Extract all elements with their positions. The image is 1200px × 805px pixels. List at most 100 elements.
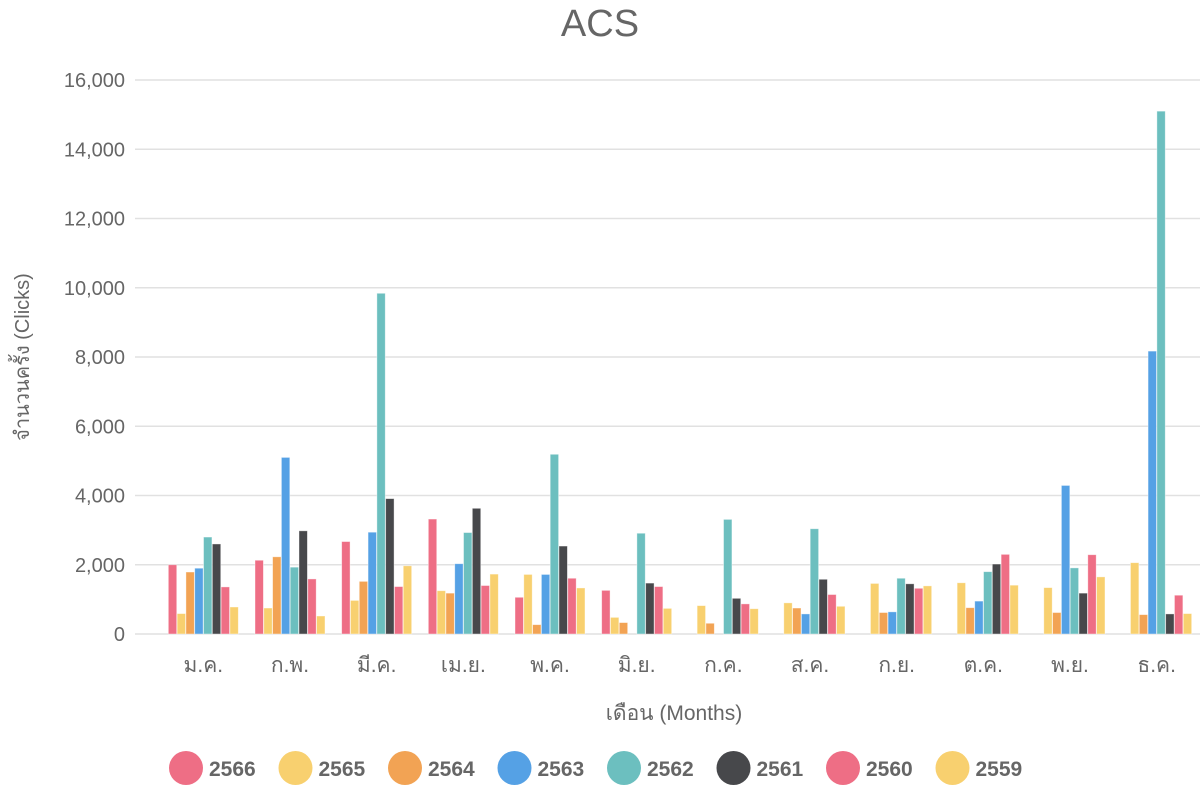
bar-2564-3[interactable]: [445, 592, 455, 635]
bar-2560-7[interactable]: [827, 594, 837, 635]
bar-2564-6[interactable]: [705, 622, 715, 635]
bar-2565-3[interactable]: [436, 590, 446, 635]
bar-2564-7[interactable]: [792, 607, 802, 635]
bar-2561-9[interactable]: [991, 563, 1002, 635]
bar-2562-5[interactable]: [636, 532, 646, 635]
bar-2564-10[interactable]: [1052, 612, 1062, 635]
legend-item-2560[interactable]: 2560: [826, 751, 913, 785]
bar-2559-11[interactable]: [1182, 613, 1193, 635]
bar-2564-4[interactable]: [532, 624, 542, 635]
bar-2562-1[interactable]: [289, 566, 300, 635]
bar-2562-10[interactable]: [1069, 567, 1079, 635]
bar-2559-1[interactable]: [316, 615, 326, 635]
y-tick-label: 16,000: [64, 70, 125, 92]
bar-2562-7[interactable]: [809, 528, 820, 635]
bar-2565-8[interactable]: [870, 583, 880, 635]
bar-2563-11[interactable]: [1147, 350, 1157, 635]
bar-2560-4[interactable]: [567, 577, 577, 635]
bar-2560-3[interactable]: [480, 585, 490, 635]
bar-2563-9[interactable]: [974, 600, 984, 635]
bar-2560-9[interactable]: [1000, 553, 1010, 635]
bar-2562-11[interactable]: [1156, 110, 1166, 635]
bar-2561-7[interactable]: [818, 578, 828, 635]
bar-2560-1[interactable]: [307, 578, 317, 635]
bar-2561-6[interactable]: [731, 597, 742, 635]
bar-2562-0[interactable]: [203, 536, 213, 635]
bar-2566-4[interactable]: [514, 596, 524, 635]
bar-2564-9[interactable]: [965, 607, 975, 635]
bar-2564-11[interactable]: [1138, 614, 1149, 635]
bar-2559-8[interactable]: [922, 585, 933, 635]
bar-2565-1[interactable]: [263, 607, 273, 635]
legend-swatch: [607, 751, 641, 785]
bar-2563-0[interactable]: [194, 567, 204, 635]
bar-2565-2[interactable]: [350, 600, 360, 635]
bar-2562-6[interactable]: [723, 518, 733, 635]
bar-2559-0[interactable]: [229, 606, 239, 635]
bar-2559-2[interactable]: [402, 565, 413, 635]
legend-item-2565[interactable]: 2565: [278, 751, 366, 785]
bar-2559-5[interactable]: [662, 607, 673, 635]
bar-2562-8[interactable]: [896, 577, 906, 635]
bar-2561-1[interactable]: [298, 530, 308, 635]
bars: [167, 110, 1193, 635]
bar-2561-11[interactable]: [1165, 613, 1175, 635]
bar-2566-2[interactable]: [341, 541, 351, 635]
bar-2563-4[interactable]: [541, 574, 551, 635]
bar-2564-1[interactable]: [272, 556, 282, 635]
bar-2562-3[interactable]: [463, 532, 473, 635]
bar-2565-9[interactable]: [956, 582, 966, 635]
bar-2561-2[interactable]: [385, 498, 395, 635]
bar-2560-5[interactable]: [654, 586, 664, 635]
legend-item-2564[interactable]: 2564: [388, 751, 475, 785]
bar-2560-2[interactable]: [394, 586, 404, 635]
bar-2560-0[interactable]: [220, 586, 230, 635]
legend-item-2562[interactable]: 2562: [607, 751, 694, 785]
bar-2560-6[interactable]: [740, 603, 750, 635]
bar-2566-0[interactable]: [167, 564, 178, 635]
bar-2565-4[interactable]: [523, 574, 533, 635]
bar-2565-11[interactable]: [1130, 562, 1140, 635]
bar-2566-3[interactable]: [427, 518, 438, 635]
bar-2561-4[interactable]: [558, 545, 568, 635]
bar-2564-8[interactable]: [878, 612, 889, 635]
legend-item-2559[interactable]: 2559: [935, 751, 1023, 785]
bar-2564-2[interactable]: [358, 580, 369, 635]
bar-2559-6[interactable]: [749, 608, 759, 635]
bar-2566-5[interactable]: [601, 589, 611, 635]
bar-2563-7[interactable]: [801, 613, 811, 635]
bar-2561-10[interactable]: [1078, 592, 1088, 635]
bar-2559-9[interactable]: [1009, 584, 1019, 635]
legend-item-2566[interactable]: 2566: [169, 751, 256, 785]
bar-2562-9[interactable]: [983, 571, 993, 635]
legend-item-2563[interactable]: 2563: [497, 751, 585, 785]
bar-2559-4[interactable]: [576, 587, 586, 635]
bar-2561-3[interactable]: [471, 507, 482, 635]
bar-2563-3[interactable]: [454, 563, 464, 635]
bar-2559-7[interactable]: [836, 605, 846, 635]
bar-2560-8[interactable]: [914, 587, 924, 635]
bar-2566-1[interactable]: [254, 559, 264, 635]
bar-2563-8[interactable]: [887, 611, 897, 635]
bar-2565-0[interactable]: [176, 613, 186, 635]
bar-2562-2[interactable]: [376, 292, 386, 635]
bar-2565-5[interactable]: [610, 616, 620, 635]
bar-2565-7[interactable]: [783, 602, 793, 635]
bar-2560-11[interactable]: [1174, 594, 1184, 635]
bar-2563-1[interactable]: [280, 457, 291, 635]
bar-2563-2[interactable]: [367, 531, 377, 635]
bar-2561-0[interactable]: [211, 543, 222, 635]
bar-2560-10[interactable]: [1087, 554, 1097, 635]
bar-2559-10[interactable]: [1096, 576, 1106, 635]
bar-2561-5[interactable]: [645, 582, 655, 635]
bar-2562-4[interactable]: [549, 453, 560, 635]
legend-item-2561[interactable]: 2561: [716, 751, 804, 785]
bar-2561-8[interactable]: [905, 583, 915, 635]
bar-2563-10[interactable]: [1061, 485, 1071, 635]
bar-2564-0[interactable]: [185, 571, 195, 635]
bar-2559-3[interactable]: [489, 573, 499, 635]
bar-2564-5[interactable]: [618, 622, 629, 635]
bar-2565-6[interactable]: [696, 605, 706, 635]
bar-2565-10[interactable]: [1043, 587, 1053, 635]
legend-label: 2562: [647, 758, 694, 781]
